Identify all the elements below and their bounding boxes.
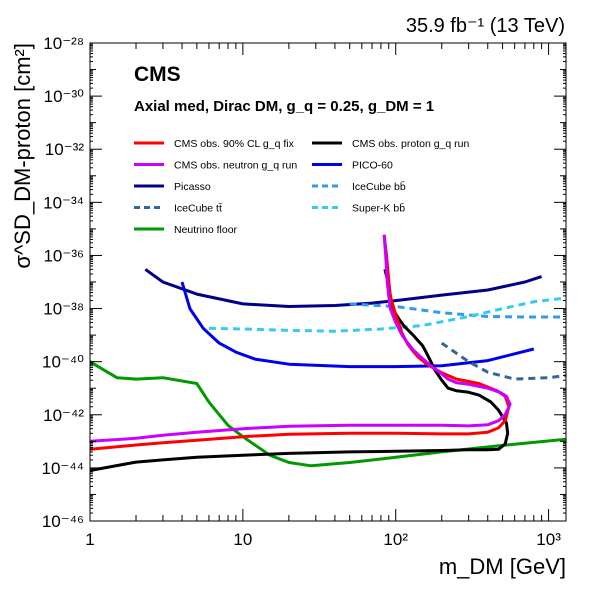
legend-label: CMS obs. neutron g_q run bbox=[174, 160, 297, 172]
series-line-super-k-bb- bbox=[208, 296, 566, 333]
series-line-cms-obs-neutron-g-q-run bbox=[90, 234, 512, 443]
y-tick-label: 10⁻³⁰ bbox=[44, 87, 85, 106]
legend-label: Picasso bbox=[174, 181, 211, 193]
y-tick-label: 10⁻³⁸ bbox=[43, 300, 84, 319]
legend: CMS obs. 90% CL g_q fix CMS obs. proton g… bbox=[134, 138, 469, 236]
x-axis-title: m_DM [GeV] bbox=[439, 554, 566, 579]
y-tick-label: 10⁻³² bbox=[45, 140, 85, 159]
series-line-icecube-tt- bbox=[440, 341, 566, 381]
y-tick-label: 10⁻⁴⁴ bbox=[42, 459, 85, 478]
chart-subtitle: Axial med, Dirac DM, g_q = 0.25, g_DM = … bbox=[134, 98, 434, 115]
y-tick-label: 10⁻⁴⁶ bbox=[42, 512, 84, 531]
y-tick-label: 10⁻³⁶ bbox=[43, 246, 84, 265]
experiment-label: CMS bbox=[134, 63, 181, 86]
legend-label: CMS obs. 90% CL g_q fix bbox=[174, 138, 295, 150]
axis-labels: 1 10 10² 10³ 10⁻²⁸ 10⁻³⁰ 10⁻³² 10⁻³⁴ 10⁻³⁶ 10⁻³⁸ 1… bbox=[10, 34, 566, 579]
series-line-cms-obs-proton-g-q-run bbox=[90, 268, 510, 472]
x-tick-label: 1 bbox=[85, 530, 94, 549]
series-line-neutrino-floor bbox=[90, 360, 566, 468]
legend-label: Neutrino floor bbox=[174, 224, 238, 236]
y-tick-label: 10⁻³⁴ bbox=[43, 193, 84, 212]
legend-label: IceCube tt̄ bbox=[174, 202, 222, 214]
luminosity-label: 35.9 fb⁻¹ (13 TeV) bbox=[406, 15, 565, 37]
axes-frame bbox=[89, 42, 567, 522]
x-tick-label: 10 bbox=[233, 530, 252, 549]
y-tick-label: 10⁻²⁸ bbox=[43, 34, 84, 53]
y-axis-title: σ^SD_DM-proton [cm²] bbox=[10, 43, 35, 269]
legend-label: PICO-60 bbox=[352, 160, 393, 172]
annotations: CMS Axial med, Dirac DM, g_q = 0.25, g_DM… bbox=[134, 63, 434, 115]
y-tick-label: 10⁻⁴⁰ bbox=[42, 353, 84, 372]
y-tick-label: 10⁻⁴² bbox=[43, 406, 84, 425]
series-line-pico-60 bbox=[180, 281, 535, 369]
legend-label: IceCube bb̄ bbox=[352, 180, 406, 193]
legend-label: CMS obs. proton g_q run bbox=[352, 138, 469, 150]
x-tick-label: 10² bbox=[383, 530, 408, 549]
x-tick-label: 10³ bbox=[536, 530, 561, 549]
series-line-icecube-bb- bbox=[349, 302, 561, 319]
legend-label: Super-K bb̄ bbox=[352, 202, 405, 215]
series-layer bbox=[90, 234, 566, 472]
